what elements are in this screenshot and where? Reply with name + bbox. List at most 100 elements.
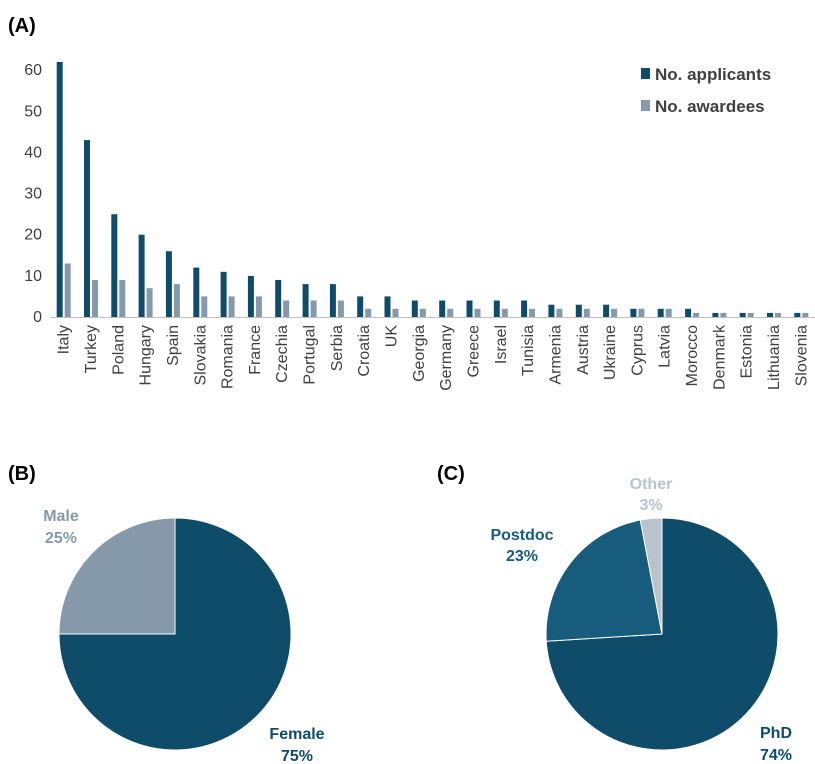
bar-awardees: [583, 308, 590, 317]
bar-applicants: [165, 251, 172, 317]
bar-awardees: [337, 300, 344, 317]
bar-applicants: [575, 304, 582, 317]
bar-chart: 0 10 20 30 40 50 60 Italy Turkey Poland Hungary Sp…: [24, 62, 815, 391]
y-tick-label: 60: [24, 62, 42, 79]
bar-applicants: [521, 300, 528, 317]
x-tick-label: Armenia: [547, 325, 564, 385]
y-tick-label: 30: [24, 186, 42, 203]
bar-awardees: [419, 308, 426, 317]
bar-applicants: [685, 308, 692, 317]
y-tick-label: 0: [33, 309, 42, 326]
bar-awardees: [365, 308, 372, 317]
pie-label-phd-value: 74%: [760, 747, 792, 764]
x-tick-label: Georgia: [411, 325, 428, 382]
bar-applicants: [357, 296, 364, 317]
x-tick-label: Greece: [465, 325, 482, 378]
bar-applicants: [84, 140, 90, 317]
y-tick-label: 40: [24, 144, 42, 161]
bar-awardees: [775, 312, 781, 317]
bar-applicants: [220, 271, 227, 317]
bar-applicants: [138, 234, 145, 317]
bar-applicants: [603, 304, 610, 317]
x-tick-label: Italy: [56, 325, 73, 354]
x-tick-label: Latvia: [657, 325, 674, 368]
x-tick-label: Slovenia: [793, 325, 810, 386]
bar-applicants: [384, 296, 391, 317]
bar-awardees: [802, 312, 809, 317]
bar-applicants: [193, 267, 200, 317]
bar-awardees: [64, 263, 71, 317]
x-tick-label: Austria: [575, 325, 592, 375]
y-tick-label: 20: [24, 227, 42, 244]
bar-awardees: [556, 308, 563, 317]
x-tick-label: UK: [384, 325, 401, 348]
bar-applicants: [794, 312, 801, 317]
bar-awardees: [638, 308, 645, 317]
pie-slice-female: [58, 517, 292, 751]
x-tick-label: Estonia: [739, 325, 756, 378]
x-tick-label: Portugal: [302, 325, 319, 385]
pie-label-female-name: Female: [269, 726, 324, 743]
x-tick-label: Lithuania: [766, 325, 783, 390]
pie-slice-postdoc: [545, 519, 663, 642]
legend-swatch-awardees: [641, 100, 650, 111]
bar-awardees: [447, 308, 454, 317]
panel-label-a: (A): [8, 15, 36, 37]
pie-label-postdoc-name: Postdoc: [490, 527, 553, 544]
bar-applicants: [439, 300, 446, 317]
panel-label-c: (C): [437, 463, 465, 485]
pie-label-male-name: Male: [43, 508, 79, 525]
bar-awardees: [119, 280, 126, 317]
x-tick-label: Slovakia: [192, 325, 209, 386]
bar-awardees: [720, 312, 727, 317]
bar-applicants: [111, 214, 118, 317]
bar-applicants: [302, 284, 309, 317]
panel-label-b: (B): [8, 463, 36, 485]
legend-label-applicants: No. applicants: [655, 65, 771, 84]
bar-applicants: [630, 308, 637, 317]
pie-label-other-name: Other: [630, 476, 673, 493]
pie-label-phd-name: PhD: [760, 725, 792, 742]
y-tick-label: 10: [24, 268, 42, 285]
pie-chart-career-stage: Postdoc 23% Other 3% PhD 74%: [490, 476, 792, 764]
bar-applicants: [739, 312, 746, 317]
y-axis-ticks: 0 10 20 30 40 50 60: [24, 62, 42, 326]
x-tick-label: Serbia: [329, 325, 346, 371]
bar-awardees: [474, 308, 481, 317]
legend-swatch-applicants: [641, 68, 650, 79]
bar-awardees: [747, 312, 754, 317]
bar-awardees: [92, 280, 98, 317]
pie-chart-gender: Male 25% Female 75%: [43, 508, 324, 764]
x-tick-label: Spain: [165, 325, 182, 366]
bar-applicants: [767, 312, 773, 317]
pie-label-female-value: 75%: [281, 748, 313, 764]
bar-applicants: [411, 300, 418, 317]
x-tick-label: Denmark: [711, 324, 728, 390]
bar-applicants: [548, 304, 555, 317]
x-tick-label: Turkey: [83, 325, 100, 373]
bar-applicants: [56, 62, 63, 317]
bar-awardees: [665, 308, 672, 317]
x-tick-label: Ukraine: [602, 325, 619, 380]
x-tick-label: Cyprus: [629, 325, 646, 376]
x-tick-label: Croatia: [356, 325, 373, 377]
pie-slice-other: [639, 517, 663, 635]
bar-awardees: [501, 308, 508, 317]
bar-awardees: [693, 312, 700, 317]
y-tick-label: 50: [24, 103, 42, 120]
bar-applicants: [493, 300, 500, 317]
x-tick-label: Hungary: [138, 325, 155, 385]
x-tick-label: France: [247, 325, 264, 375]
bar-applicants: [712, 312, 719, 317]
bar-awardees: [201, 296, 208, 317]
x-tick-label: Czechia: [274, 325, 291, 383]
bar-awardees: [173, 284, 180, 317]
x-tick-label: Romania: [220, 325, 237, 389]
x-tick-label: Tunisia: [520, 325, 537, 376]
bar-applicants: [275, 280, 282, 317]
bar-awardees: [529, 308, 536, 317]
pie-slice-male: [58, 517, 176, 635]
bars: [56, 62, 809, 317]
legend: No. applicants No. awardees: [641, 65, 771, 116]
